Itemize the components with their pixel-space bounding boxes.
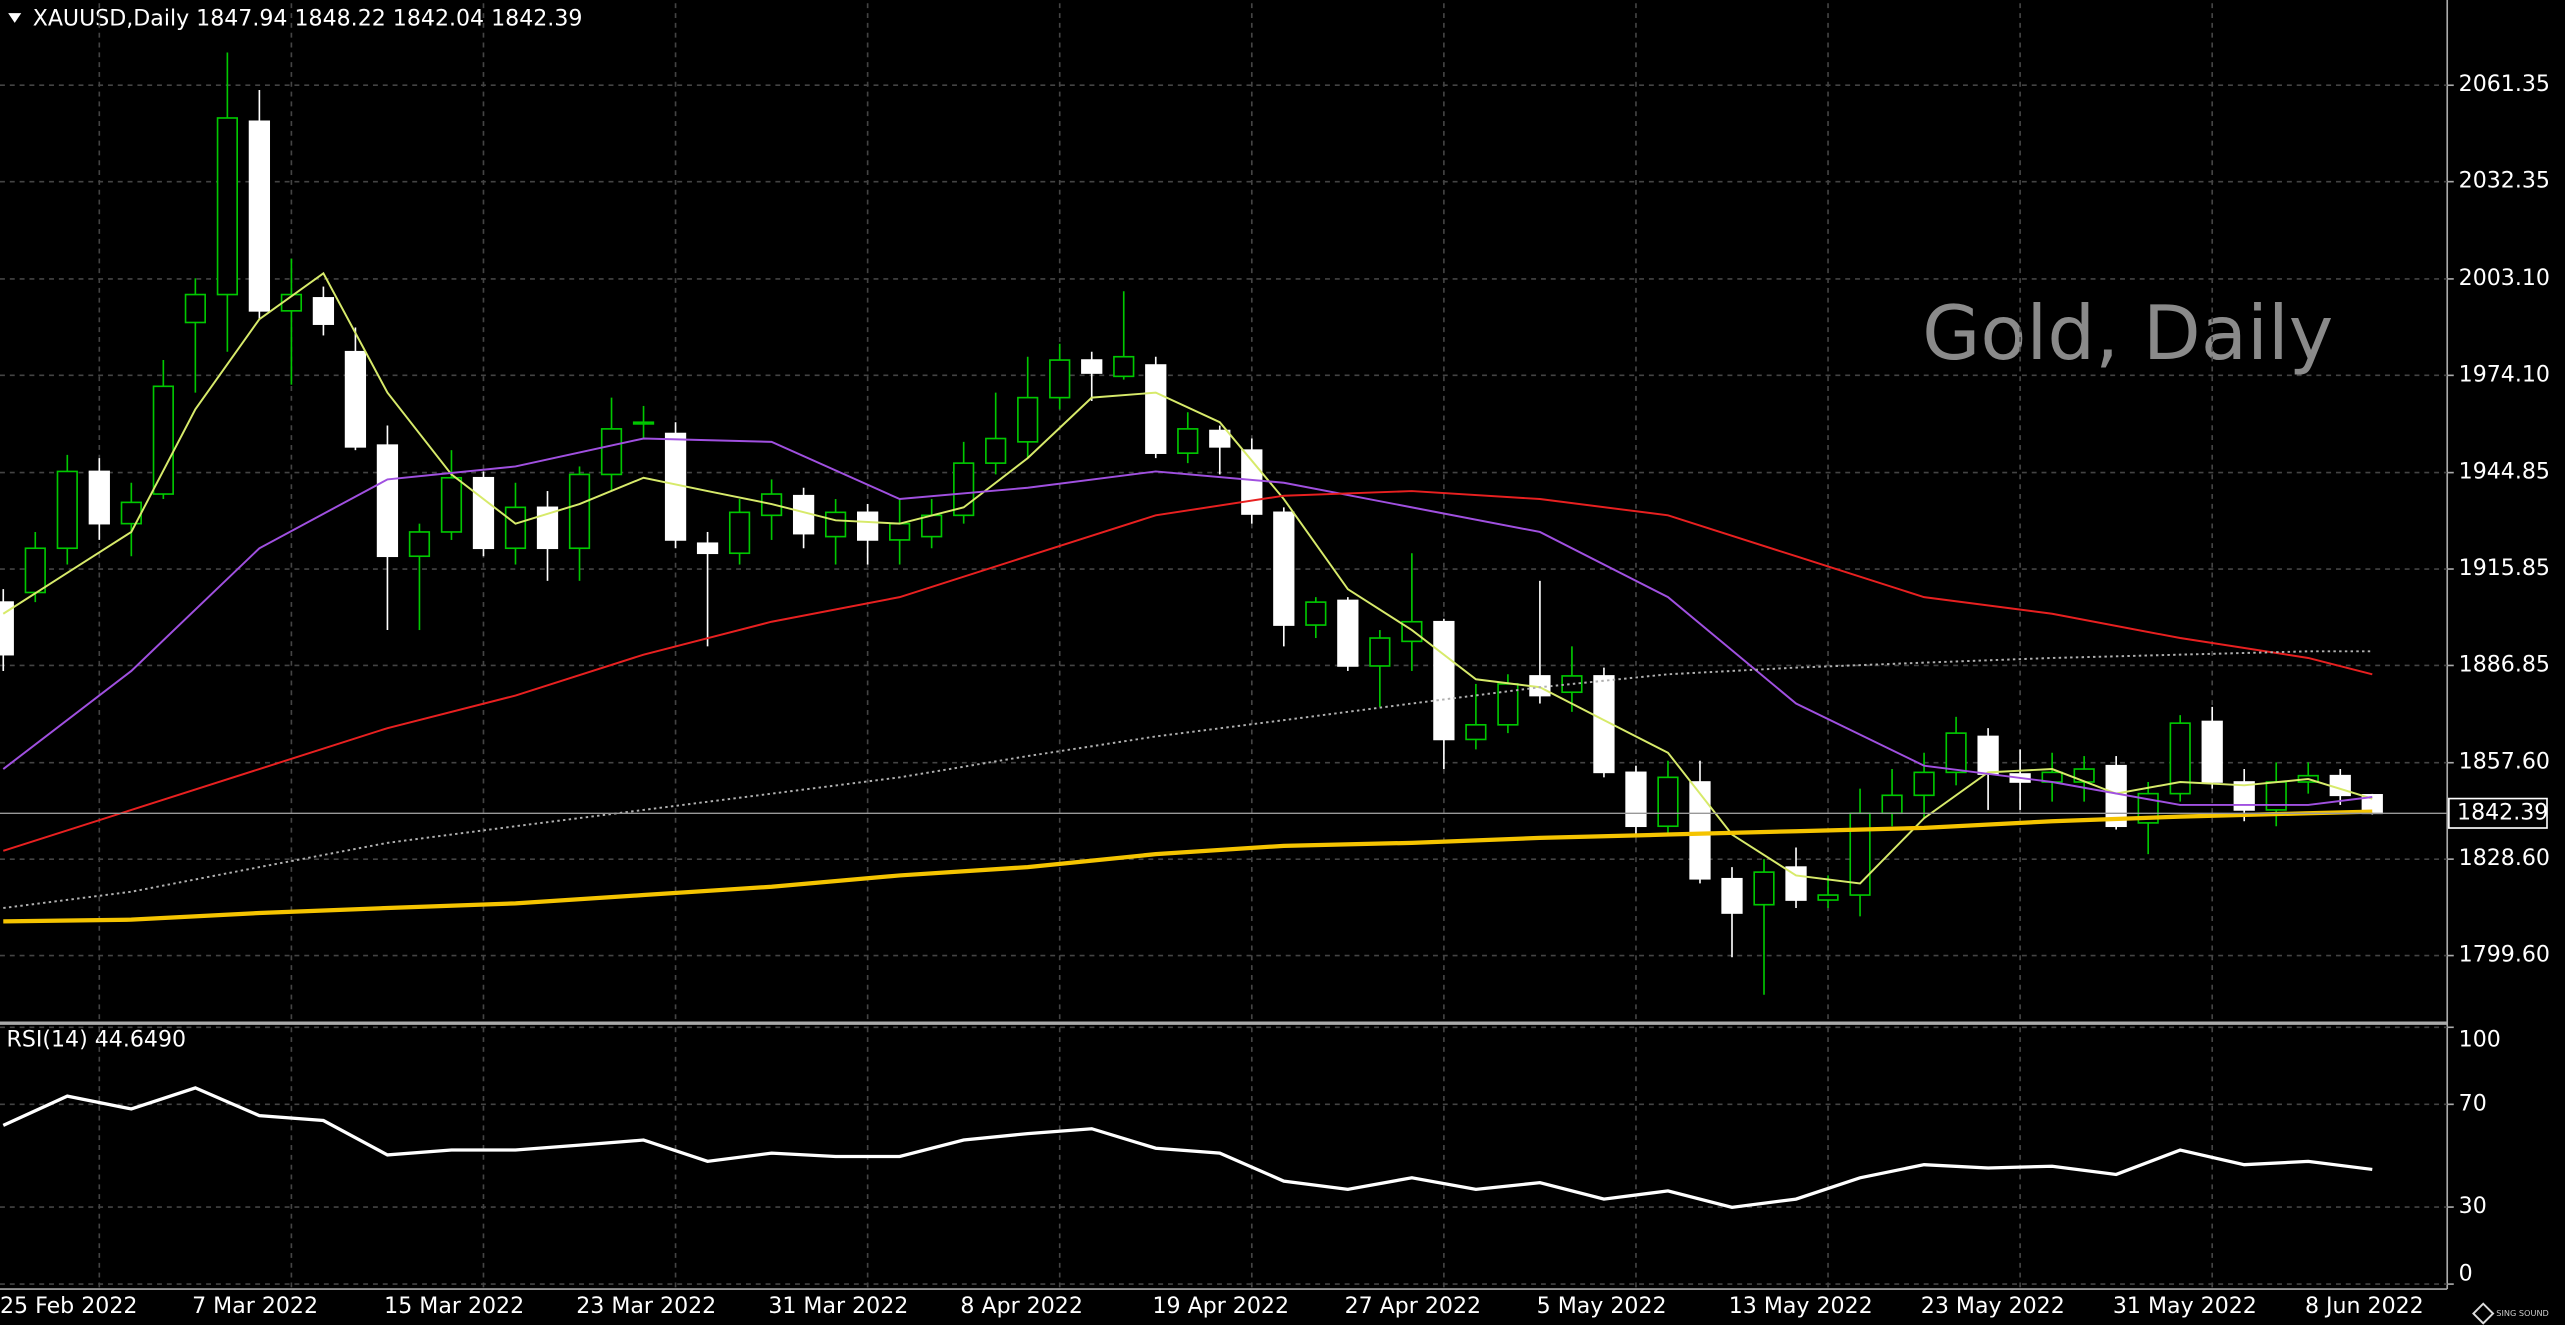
logo: SING SOUND bbox=[2496, 1308, 2549, 1318]
candle-body bbox=[1689, 781, 1711, 880]
candle-body bbox=[1273, 511, 1295, 626]
candle-body bbox=[696, 542, 719, 555]
candle-body bbox=[985, 437, 1007, 464]
watermark: Gold, Daily bbox=[1922, 289, 2333, 377]
moving-average bbox=[3, 809, 2373, 924]
candle-body bbox=[88, 470, 110, 525]
candle-body bbox=[1753, 871, 1775, 906]
candle-body bbox=[2329, 774, 2351, 797]
candle-body bbox=[2169, 722, 2191, 795]
candle-body bbox=[1305, 601, 1327, 626]
x-tick-label: 13 May 2022 bbox=[1729, 1294, 1873, 1319]
candle-body bbox=[376, 444, 399, 558]
y-tick-label: 1974.10 bbox=[2459, 362, 2550, 387]
candle-body bbox=[24, 547, 46, 594]
x-tick-label: 15 Mar 2022 bbox=[384, 1294, 524, 1319]
candle-body bbox=[536, 506, 559, 550]
candle-body bbox=[2233, 781, 2255, 811]
candle-body bbox=[1497, 683, 1519, 726]
candle-body bbox=[1433, 620, 1455, 741]
moving-average bbox=[3, 650, 2373, 909]
candle-body bbox=[728, 511, 751, 555]
candle-body bbox=[152, 385, 174, 495]
y-tick-label: 1857.60 bbox=[2459, 750, 2550, 775]
candle-body bbox=[1721, 877, 1743, 914]
candle-body bbox=[1465, 723, 1487, 741]
candle-body bbox=[0, 601, 14, 656]
candle-body bbox=[344, 350, 367, 448]
candle-body bbox=[889, 522, 911, 541]
candle-body bbox=[1625, 771, 1647, 828]
moving-average bbox=[2, 437, 2373, 806]
y-tick-label: 0 bbox=[2459, 1261, 2473, 1286]
y-tick-label: 2003.10 bbox=[2459, 266, 2550, 291]
candle-body bbox=[632, 421, 655, 425]
y-tick-label: 1828.60 bbox=[2459, 846, 2550, 871]
y-tick-label: 2061.35 bbox=[2459, 72, 2550, 97]
y-tick-label: 1886.85 bbox=[2459, 652, 2550, 677]
candle-body bbox=[56, 470, 78, 550]
candle-body bbox=[953, 462, 975, 517]
y-tick-label: 2032.35 bbox=[2459, 169, 2550, 194]
x-tick-label: 27 Apr 2022 bbox=[1345, 1294, 1482, 1319]
candle-body bbox=[1113, 355, 1135, 378]
candle-body bbox=[1817, 894, 1839, 901]
menu-arrow[interactable] bbox=[8, 13, 22, 23]
x-tick-label: 31 May 2022 bbox=[2113, 1294, 2257, 1319]
candle-body bbox=[184, 293, 206, 324]
last-price-label: 1842.39 bbox=[2457, 800, 2548, 825]
x-tick-label: 8 Apr 2022 bbox=[960, 1294, 1082, 1319]
last-price-box bbox=[2448, 797, 2548, 829]
candle-body bbox=[1081, 359, 1103, 374]
candle-body bbox=[1209, 429, 1231, 448]
candle-body bbox=[1977, 735, 1999, 775]
candle-body bbox=[1017, 396, 1039, 443]
x-tick-label: 7 Mar 2022 bbox=[192, 1294, 318, 1319]
y-tick-label: 100 bbox=[2459, 1027, 2501, 1052]
candle-body bbox=[1945, 732, 1967, 774]
candle-body bbox=[921, 514, 943, 538]
candle-body bbox=[1145, 364, 1167, 454]
y-tick-label: 1915.85 bbox=[2459, 556, 2550, 581]
candle-body bbox=[568, 473, 591, 550]
candle-body bbox=[1177, 428, 1199, 454]
x-tick-label: 31 Mar 2022 bbox=[768, 1294, 908, 1319]
candle-body bbox=[2073, 768, 2095, 783]
candle-body bbox=[1913, 771, 1935, 797]
candle-body bbox=[248, 120, 271, 312]
moving-average bbox=[2, 490, 2373, 852]
y-tick-label: 1944.85 bbox=[2459, 460, 2550, 485]
candle-body bbox=[408, 531, 431, 558]
symbol-header: XAUUSD,Daily 1847.94 1848.22 1842.04 184… bbox=[33, 7, 583, 32]
candle-body bbox=[857, 511, 879, 541]
y-tick-label: 1799.60 bbox=[2459, 943, 2550, 968]
y-tick-label: 70 bbox=[2459, 1091, 2487, 1116]
candle-body bbox=[472, 476, 495, 550]
moving-average bbox=[2, 271, 2373, 885]
x-tick-label: 23 Mar 2022 bbox=[576, 1294, 716, 1319]
x-tick-label: 25 Feb 2022 bbox=[0, 1294, 137, 1319]
candle-body bbox=[1049, 359, 1071, 399]
candle-body bbox=[504, 506, 527, 550]
candle-body bbox=[1337, 599, 1359, 667]
x-tick-label: 5 May 2022 bbox=[1537, 1294, 1667, 1319]
candle-body bbox=[312, 297, 335, 325]
rsi-header: RSI(14) 44.6490 bbox=[7, 1027, 187, 1052]
rsi-line bbox=[2, 1086, 2373, 1209]
candle-body bbox=[1881, 794, 1903, 815]
candle-body bbox=[600, 428, 623, 476]
x-tick-label: 23 May 2022 bbox=[1921, 1294, 2065, 1319]
candle-body bbox=[2201, 720, 2223, 783]
x-tick-label: 8 Jun 2022 bbox=[2305, 1294, 2424, 1319]
candle-body bbox=[216, 117, 238, 296]
logo-icon bbox=[2472, 1302, 2495, 1325]
candle-body bbox=[1657, 776, 1679, 828]
candle-body bbox=[1369, 637, 1391, 667]
candle-body bbox=[824, 511, 847, 538]
x-tick-label: 19 Apr 2022 bbox=[1152, 1294, 1289, 1319]
candle-body bbox=[440, 476, 463, 533]
y-tick-label: 30 bbox=[2459, 1194, 2487, 1219]
